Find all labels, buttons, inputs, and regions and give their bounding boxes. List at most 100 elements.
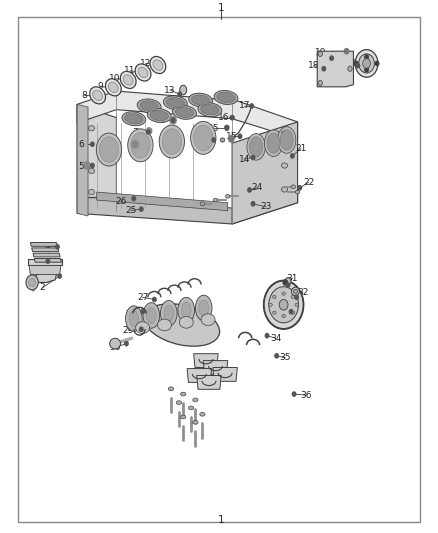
Circle shape bbox=[84, 162, 90, 169]
Polygon shape bbox=[32, 264, 57, 282]
Ellipse shape bbox=[108, 82, 118, 93]
Circle shape bbox=[292, 392, 296, 396]
Ellipse shape bbox=[178, 297, 194, 323]
Text: 15: 15 bbox=[208, 124, 219, 133]
Text: 7: 7 bbox=[132, 127, 138, 136]
Ellipse shape bbox=[136, 322, 150, 334]
Text: 4: 4 bbox=[45, 242, 51, 251]
Circle shape bbox=[170, 117, 176, 124]
Ellipse shape bbox=[217, 92, 235, 102]
Text: 24: 24 bbox=[252, 183, 263, 192]
Circle shape bbox=[125, 342, 128, 346]
Circle shape bbox=[365, 68, 368, 72]
Ellipse shape bbox=[230, 116, 234, 120]
Circle shape bbox=[141, 70, 145, 75]
Ellipse shape bbox=[269, 303, 272, 306]
Ellipse shape bbox=[226, 195, 230, 198]
Ellipse shape bbox=[280, 130, 293, 150]
Ellipse shape bbox=[198, 103, 222, 117]
Text: 16: 16 bbox=[218, 113, 229, 122]
Circle shape bbox=[147, 128, 152, 134]
Polygon shape bbox=[33, 253, 60, 257]
Circle shape bbox=[289, 310, 293, 314]
Ellipse shape bbox=[180, 392, 186, 396]
Ellipse shape bbox=[180, 415, 186, 419]
Ellipse shape bbox=[180, 85, 187, 95]
Polygon shape bbox=[77, 91, 297, 139]
Ellipse shape bbox=[282, 163, 288, 168]
Circle shape bbox=[229, 136, 234, 142]
Circle shape bbox=[212, 138, 215, 142]
Ellipse shape bbox=[138, 67, 148, 78]
Ellipse shape bbox=[137, 99, 161, 113]
Text: 9: 9 bbox=[97, 82, 103, 91]
Ellipse shape bbox=[175, 107, 194, 117]
Text: 28: 28 bbox=[125, 310, 137, 319]
Ellipse shape bbox=[199, 300, 208, 316]
Text: 33: 33 bbox=[293, 304, 304, 313]
Circle shape bbox=[171, 118, 175, 123]
Polygon shape bbox=[30, 243, 57, 246]
Ellipse shape bbox=[147, 109, 171, 123]
Ellipse shape bbox=[164, 305, 173, 321]
Ellipse shape bbox=[26, 275, 38, 290]
Circle shape bbox=[322, 67, 325, 71]
Ellipse shape bbox=[189, 93, 212, 107]
Text: 8: 8 bbox=[81, 91, 88, 100]
Ellipse shape bbox=[135, 64, 151, 81]
Ellipse shape bbox=[88, 189, 95, 195]
Text: 18: 18 bbox=[308, 61, 320, 70]
Ellipse shape bbox=[150, 56, 166, 74]
Ellipse shape bbox=[225, 125, 229, 130]
Ellipse shape bbox=[282, 292, 286, 295]
Circle shape bbox=[140, 207, 143, 211]
Ellipse shape bbox=[90, 87, 106, 104]
Ellipse shape bbox=[125, 114, 143, 124]
Circle shape bbox=[56, 245, 59, 249]
Circle shape bbox=[330, 56, 333, 60]
Ellipse shape bbox=[269, 287, 298, 323]
Ellipse shape bbox=[163, 96, 187, 110]
Circle shape bbox=[290, 154, 294, 158]
Ellipse shape bbox=[278, 127, 296, 154]
Polygon shape bbox=[187, 368, 212, 382]
Text: 17: 17 bbox=[239, 101, 250, 110]
Text: 3: 3 bbox=[33, 261, 39, 270]
Text: 35: 35 bbox=[279, 353, 291, 362]
Ellipse shape bbox=[106, 79, 121, 96]
Polygon shape bbox=[194, 354, 218, 368]
Ellipse shape bbox=[173, 106, 197, 119]
Text: 23: 23 bbox=[261, 203, 272, 212]
Ellipse shape bbox=[291, 185, 295, 189]
Circle shape bbox=[265, 334, 269, 338]
Polygon shape bbox=[32, 248, 59, 252]
Ellipse shape bbox=[318, 51, 322, 56]
Text: 19: 19 bbox=[314, 49, 326, 57]
Circle shape bbox=[140, 327, 143, 332]
Circle shape bbox=[225, 126, 229, 131]
Circle shape bbox=[132, 196, 136, 200]
Ellipse shape bbox=[291, 311, 295, 314]
Circle shape bbox=[283, 280, 288, 285]
Circle shape bbox=[375, 61, 379, 66]
Ellipse shape bbox=[213, 198, 218, 202]
Ellipse shape bbox=[150, 110, 168, 120]
Ellipse shape bbox=[359, 54, 374, 73]
Polygon shape bbox=[197, 375, 221, 389]
Ellipse shape bbox=[191, 95, 210, 105]
Circle shape bbox=[58, 274, 61, 278]
Ellipse shape bbox=[93, 90, 102, 101]
Ellipse shape bbox=[348, 66, 352, 71]
Ellipse shape bbox=[295, 303, 298, 306]
Text: 1: 1 bbox=[218, 514, 225, 524]
Circle shape bbox=[91, 142, 94, 147]
Text: 13: 13 bbox=[164, 85, 176, 94]
Ellipse shape bbox=[129, 311, 139, 327]
Ellipse shape bbox=[250, 137, 263, 157]
Polygon shape bbox=[77, 104, 117, 211]
Ellipse shape bbox=[264, 280, 304, 329]
Text: 5: 5 bbox=[78, 162, 85, 171]
Ellipse shape bbox=[160, 301, 177, 326]
Text: 36: 36 bbox=[300, 391, 312, 400]
Text: 20: 20 bbox=[345, 59, 357, 68]
